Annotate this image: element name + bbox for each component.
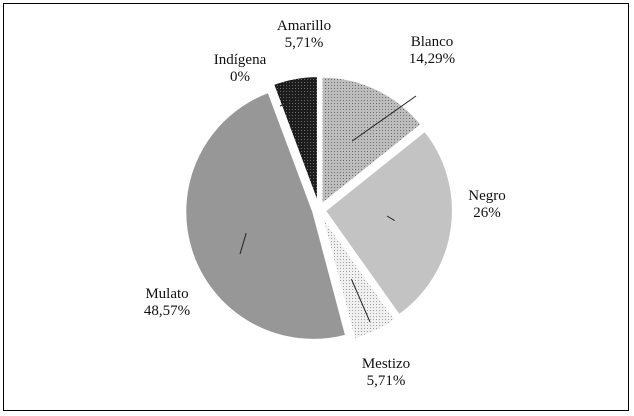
leader-mestizo	[350, 278, 371, 323]
value-negro: 26%	[473, 205, 501, 221]
slice-negro	[323, 129, 454, 317]
slice-labels: Blanco14,29%Negro26%Mestizo5,71%Mulato48…	[144, 18, 506, 389]
value-mulato: 48,57%	[144, 303, 190, 319]
slice-blanco	[320, 75, 423, 207]
slice-indigena	[272, 89, 321, 211]
value-indigena: 0%	[230, 69, 250, 85]
value-amarillo: 5,71%	[285, 35, 324, 51]
value-blanco: 14,29%	[409, 51, 455, 67]
slice-mulato	[184, 90, 348, 341]
slice-amarillo	[271, 75, 319, 205]
pie-chart: Blanco14,29%Negro26%Mestizo5,71%Mulato48…	[144, 18, 506, 389]
label-mulato: Mulato	[145, 286, 188, 302]
label-blanco: Blanco	[411, 34, 454, 50]
leader-negro	[386, 215, 395, 222]
chart-frame: Blanco 14,29% Negro 26% Mestizo 5,71% Mulato 48…	[3, 3, 629, 411]
value-mestizo: 5,71%	[367, 373, 406, 389]
label-amarillo: Amarillo	[277, 18, 331, 34]
label-indigena: Indígena	[214, 52, 267, 68]
leader-mulato	[239, 233, 247, 255]
label-mestizo: Mestizo	[362, 356, 410, 372]
leader-blanco	[351, 95, 417, 142]
leader-lines	[239, 91, 417, 323]
slice-mestizo	[320, 214, 398, 341]
leader-indigena	[279, 91, 314, 107]
label-negro: Negro	[468, 188, 506, 204]
pie-slices	[184, 75, 454, 341]
